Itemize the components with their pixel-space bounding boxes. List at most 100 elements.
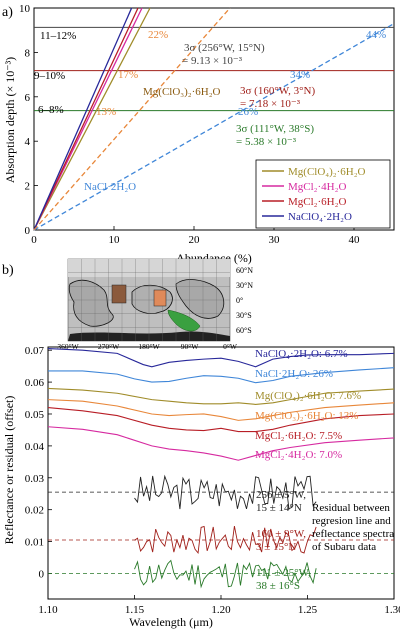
- abundance-y-tick-label: 4: [25, 136, 31, 148]
- annotation-sigma-2-line2: = 7.18 × 10⁻³: [240, 98, 301, 110]
- spectra-plot-frame: [47, 346, 395, 600]
- spectra-labels: NaClO₄·2H₂O: 6.7% NaCl·2H₂O: 26% Mg(ClO₄)₂…: [255, 348, 361, 592]
- abundance-x-tick-label: 20: [189, 234, 201, 246]
- abundance-x-tick-label: 10: [109, 234, 121, 246]
- abundance-x-tick-label: 30: [269, 234, 281, 246]
- region-256W-15N: [111, 284, 127, 304]
- annotation-pct-34: 34%: [290, 69, 310, 81]
- residual-line-2: [134, 559, 317, 589]
- region-111W-38S: [167, 309, 201, 332]
- spectrum-label-4: MgCl₂·6H₂O: 7.5%: [255, 430, 342, 442]
- spectra-y-tick-label: 0.03: [25, 473, 45, 485]
- annotation-nacl-label: NaCl·2H₂O: [84, 181, 136, 193]
- map-lat-label: 60°N: [236, 266, 253, 275]
- map-dark-region-east: [175, 279, 225, 319]
- abundance-legend: Mg(ClO₄)₂·6H₂O MgCl₂·4H₂O MgCl₂·6H₂O NaClO₄…: [255, 159, 391, 229]
- spectrum-label-5: MgCl₂·4H₂O: 7.0%: [255, 449, 342, 461]
- spectra-x-tick-label: 1.15: [125, 604, 145, 616]
- map-lat-label: 30°S: [236, 311, 252, 320]
- spectrum-label-3: Mg(ClO₃)₂·6H₂O: 13%: [255, 410, 358, 422]
- abundance-series-3: [33, 7, 133, 231]
- residual-lines: [48, 474, 394, 589]
- spectrum-line-2: [47, 387, 395, 405]
- map-dark-region-central: [131, 284, 173, 314]
- residual-label-2-line1: 111 ± 25°W,: [256, 567, 311, 579]
- spectra-axis-ticks: 1.10 1.15 1.20 1.25 1.30 0 0.01 0.02 0.03 0.04 0.0…: [25, 345, 400, 616]
- spectra-y-tick-label: 0.07: [25, 345, 45, 357]
- legend-label-2: MgCl₂·6H₂O: [288, 196, 346, 208]
- spectrum-label-1: NaCl·2H₂O: 26%: [255, 368, 333, 380]
- abundance-x-tick-label: 0: [31, 234, 37, 246]
- map-dark-region-west: [68, 279, 114, 327]
- spectrum-line-0: [47, 348, 395, 368]
- spectra-x-tick-label: 1.25: [298, 604, 318, 616]
- annotation-sigma-1-line2: = 9.13 × 10⁻³: [182, 55, 243, 67]
- annotation-sigma-2-line1: 3σ (160°W, 3°N): [240, 85, 315, 97]
- spectrum-line-1: [48, 367, 395, 384]
- annotation-range-6-8: 6–8%: [38, 104, 64, 116]
- spectrum-line-5: [47, 426, 395, 461]
- annotation-sigma-3-line1: 3σ (111°W, 38°S): [236, 123, 314, 135]
- residual-line-0: [134, 474, 317, 510]
- spectra-y-tick-label: 0.04: [25, 441, 45, 453]
- residual-note-line4: of Subaru data: [312, 541, 376, 553]
- spectra-x-label: Wavelength (μm): [129, 615, 213, 629]
- spectra-y-tick-label: 0.05: [25, 409, 45, 421]
- abundance-y-tick-label: 6: [25, 92, 31, 104]
- spectrum-line-4: [47, 407, 395, 433]
- abundance-series-5: [33, 7, 231, 231]
- spectra-lines: [47, 348, 395, 461]
- map-lat-label: 30°N: [236, 281, 253, 290]
- spectra-chart: 1.10 1.15 1.20 1.25 1.30 0 0.01 0.02 0.03 0.04 0.0…: [2, 345, 400, 629]
- map-lat-label: 60°S: [236, 326, 252, 335]
- spectrum-label-0: NaClO₄·2H₂O: 6.7%: [255, 348, 348, 360]
- residual-note-line3: reflectance spectra: [312, 528, 394, 540]
- spectra-x-tick-label: 1.20: [211, 604, 231, 616]
- abundance-x-tick-label: 40: [349, 234, 361, 246]
- spectrum-line-3: [47, 399, 395, 421]
- annotation-range-11-12: 11–12%: [40, 30, 76, 42]
- residual-note-line2: regresion line and: [312, 515, 391, 527]
- abundance-y-tick-label: 10: [19, 3, 31, 15]
- residual-label-2-line2: 38 ± 16°S: [256, 580, 300, 592]
- abundance-plot-frame: [33, 7, 395, 231]
- abundance-series-0: [33, 7, 151, 231]
- abundance-series-4: [33, 22, 395, 231]
- spectra-y-tick-label: 0: [39, 568, 45, 580]
- spectra-x-tick-label: 1.10: [38, 604, 58, 616]
- residual-label-1-line1: 160 ± 9°W,: [256, 528, 306, 540]
- residual-label-0-line1: 256 ± 5°W,: [256, 489, 306, 501]
- spectra-x-tick-label: 1.30: [384, 604, 400, 616]
- map-grid: [68, 259, 230, 341]
- annotation-pct-44: 44%: [366, 29, 386, 41]
- spectra-y-tick-label: 0.02: [25, 505, 44, 517]
- residual-line-1: [134, 525, 317, 554]
- annotation-pct-17: 17%: [118, 69, 138, 81]
- residual-label-1-line2: 3 ± 15°N: [256, 541, 296, 553]
- abundance-axis-ticks: 0 10 20 30 40 0 2 4 6 8 10: [19, 3, 360, 246]
- annotation-sigma-3-line2: = 5.38 × 10⁻³: [236, 136, 297, 148]
- threshold-lines: [34, 26, 394, 112]
- legend-label-0: Mg(ClO₄)₂·6H₂O: [288, 166, 366, 178]
- annotation-pct-13: 13%: [96, 106, 116, 118]
- spectrum-label-2: Mg(ClO₄)₂·6H₂O: 7.6%: [255, 390, 361, 402]
- map-lat-label: 0°: [236, 296, 243, 305]
- abundance-y-tick-label: 0: [25, 225, 31, 237]
- legend-label-3: NaClO₄·2H₂O: [288, 211, 352, 223]
- abundance-y-tick-label: 8: [25, 47, 31, 59]
- abundance-series-2: [33, 7, 139, 231]
- spectra-y-tick-label: 0.01: [25, 537, 44, 549]
- residual-note-line1: Residual between: [312, 502, 390, 514]
- legend-label-1: MgCl₂·4H₂O: [288, 181, 346, 193]
- annotation-pct-26: 26%: [238, 106, 258, 118]
- region-160W-3N: [153, 289, 167, 307]
- annotation-range-9-10: 9–10%: [34, 70, 65, 82]
- annotation-mgclo3-label: Mg(ClO₃)₂·6H₂O: [143, 86, 221, 98]
- abundance-y-tick-label: 2: [25, 181, 31, 193]
- annotation-sigma-1-line1: 3σ (256°W, 15°N): [184, 42, 265, 54]
- map-regions: [111, 284, 201, 332]
- residual-label-0-line2: 15 ± 14°N: [256, 502, 302, 514]
- spectra-y-tick-label: 0.06: [25, 377, 45, 389]
